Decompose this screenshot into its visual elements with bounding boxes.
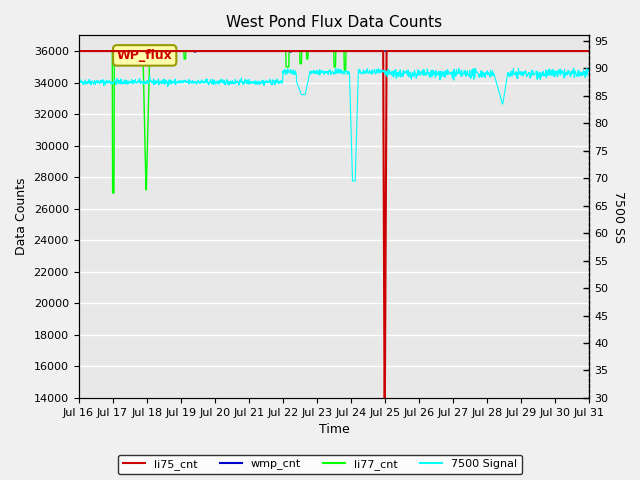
Title: West Pond Flux Data Counts: West Pond Flux Data Counts <box>226 15 442 30</box>
X-axis label: Time: Time <box>319 423 349 436</box>
Legend: li75_cnt, wmp_cnt, li77_cnt, 7500 Signal: li75_cnt, wmp_cnt, li77_cnt, 7500 Signal <box>118 455 522 474</box>
Y-axis label: 7500 SS: 7500 SS <box>612 191 625 242</box>
Y-axis label: Data Counts: Data Counts <box>15 178 28 255</box>
Text: WP_flux: WP_flux <box>117 49 173 62</box>
